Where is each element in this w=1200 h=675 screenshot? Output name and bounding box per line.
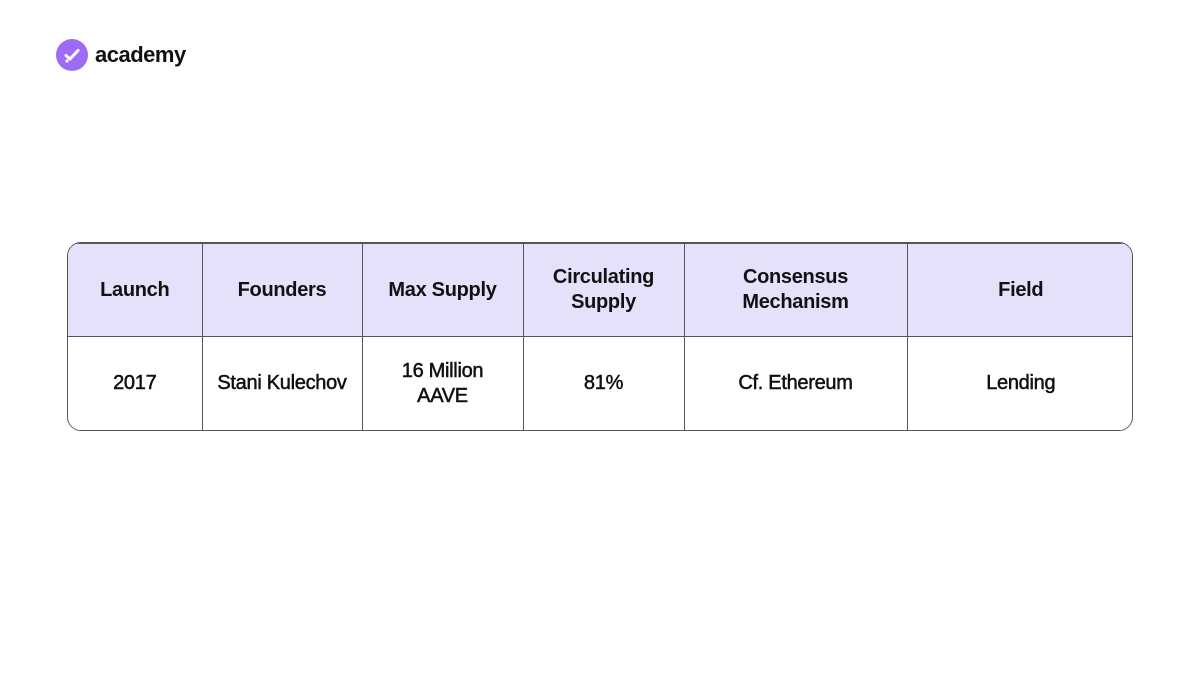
header-cell: Consensus Mechanism (683, 243, 908, 337)
table-container: Launch Founders Max Supply Circulating Supp… (67, 242, 1133, 431)
header-text: Field (998, 278, 1044, 301)
header-cell: Field (906, 243, 1132, 337)
header-text: Launch (100, 278, 170, 301)
body-cell: 2017 (68, 336, 203, 430)
logo-icon (56, 39, 88, 71)
body-text: Cf. Ethereum (738, 372, 853, 395)
brand-name: academy (95, 42, 186, 67)
body-cell: 81% (522, 336, 685, 430)
body-text: Lending (986, 372, 1056, 395)
body-cell: Stani Kulechov (201, 336, 363, 430)
body-cell: Lending (906, 336, 1132, 430)
header-text: Max Supply (388, 278, 497, 301)
header-text: Consensus Mechanism (742, 266, 849, 313)
body-text: 16 Million AAVE (401, 359, 484, 407)
header-cell: Circulating Supply (522, 243, 685, 337)
header-row: Launch Founders Max Supply Circulating Supp… (68, 243, 1132, 337)
table: Launch Founders Max Supply Circulating Supp… (68, 243, 1132, 430)
body-row: 2017 Stani Kulechov 16 Million AAVE 81% Cf. … (68, 336, 1132, 430)
header-text: Founders (237, 278, 327, 301)
body-text: 81% (583, 372, 624, 395)
logo: academy (56, 39, 186, 71)
body-text: Stani Kulechov (217, 372, 347, 395)
header-cell: Launch (68, 243, 203, 337)
body-cell: 16 Million AAVE (361, 336, 524, 430)
header-text: Circulating Supply (552, 266, 655, 313)
body-cell: Cf. Ethereum (683, 336, 908, 430)
header-cell: Founders (201, 243, 363, 337)
body-text: 2017 (113, 372, 157, 395)
header-cell: Max Supply (361, 243, 524, 337)
